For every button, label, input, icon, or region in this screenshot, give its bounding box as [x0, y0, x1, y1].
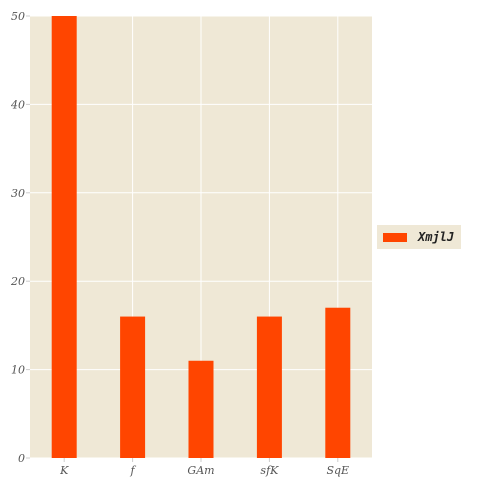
y-tick-label: 30: [11, 187, 25, 200]
x-tick-label: f: [130, 464, 137, 477]
x-tick-label: sfK: [260, 464, 279, 477]
bars: [51, 16, 351, 458]
y-tick-label: 0: [18, 452, 25, 465]
bar: [188, 360, 214, 458]
bar: [51, 16, 77, 458]
y-tick-label: 20: [10, 275, 25, 288]
bar: [325, 307, 351, 458]
legend-label: XmjlJ: [417, 230, 454, 244]
y-tick-label: 10: [11, 364, 25, 377]
bar: [120, 316, 146, 458]
y-axis-ticks: 0 10 20 30 40 50: [10, 10, 30, 465]
legend-swatch: [383, 233, 407, 242]
bar: [256, 316, 282, 458]
y-tick-label: 50: [11, 10, 25, 23]
x-tick-label: SqE: [326, 464, 349, 477]
x-tick-label: GAm: [187, 464, 214, 477]
x-tick-label: K: [59, 464, 69, 477]
y-tick-label: 40: [10, 98, 25, 111]
legend: XmjlJ: [377, 225, 461, 249]
